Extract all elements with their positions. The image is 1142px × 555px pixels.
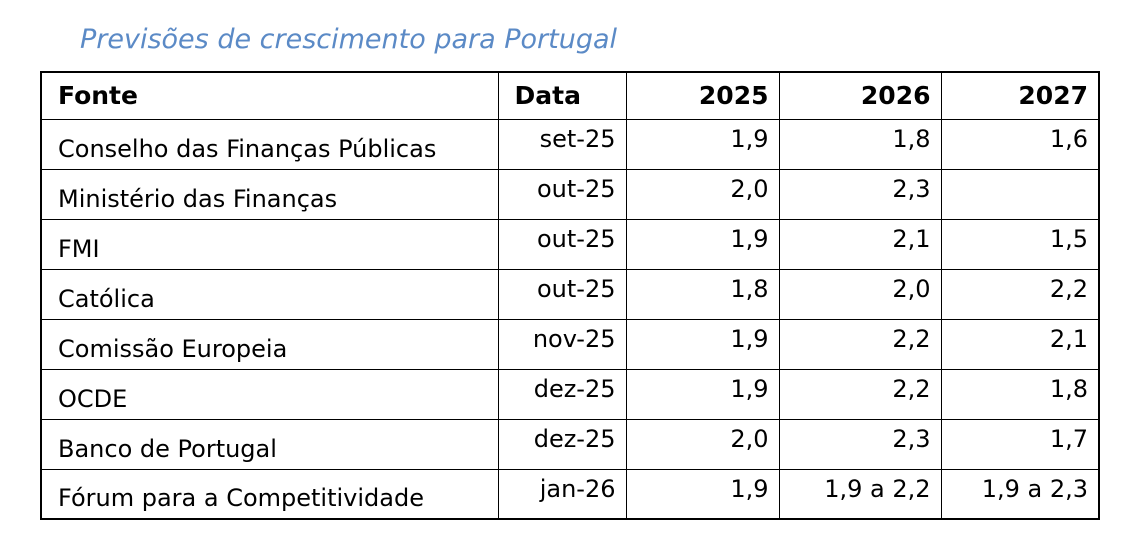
cell-2026: 2,3 (778, 418, 942, 470)
cell-2027: 1,9 a 2,3 (940, 468, 1100, 520)
table-row: Conselho das Finanças Públicas set-25 1,9 1… (40, 118, 1100, 170)
cell-data: set-25 (497, 118, 627, 170)
cell-fonte: Ministério das Finanças (40, 168, 499, 220)
cell-fonte: Católica (40, 268, 499, 320)
cell-2025: 1,8 (625, 268, 780, 320)
cell-2026: 2,0 (778, 268, 942, 320)
cell-2027: 1,7 (940, 418, 1100, 470)
table-row: OCDE dez-25 1,9 2,2 1,8 (40, 368, 1100, 420)
table-header-row: Fonte Data 2025 2026 2027 (40, 71, 1100, 120)
cell-2026: 1,9 a 2,2 (778, 468, 942, 520)
cell-data: out-25 (497, 168, 627, 220)
table-row: Ministério das Finanças out-25 2,0 2,3 (40, 168, 1100, 220)
cell-fonte: FMI (40, 218, 499, 270)
header-fonte: Fonte (40, 71, 499, 120)
cell-data: nov-25 (497, 318, 627, 370)
cell-2025: 1,9 (625, 318, 780, 370)
cell-data: out-25 (497, 268, 627, 320)
cell-data: jan-26 (497, 468, 627, 520)
cell-fonte: OCDE (40, 368, 499, 420)
cell-2027: 1,5 (940, 218, 1100, 270)
cell-data: dez-25 (497, 418, 627, 470)
cell-2025: 2,0 (625, 418, 780, 470)
cell-2027: 2,1 (940, 318, 1100, 370)
cell-2026: 2,3 (778, 168, 942, 220)
header-2025: 2025 (625, 71, 780, 120)
cell-2026: 2,1 (778, 218, 942, 270)
table-row: Católica out-25 1,8 2,0 2,2 (40, 268, 1100, 320)
forecast-table: Fonte Data 2025 2026 2027 Conselho das F… (40, 71, 1100, 520)
cell-2026: 2,2 (778, 368, 942, 420)
table-row: Banco de Portugal dez-25 2,0 2,3 1,7 (40, 418, 1100, 470)
cell-2025: 1,9 (625, 468, 780, 520)
cell-2025: 1,9 (625, 368, 780, 420)
cell-2025: 1,9 (625, 218, 780, 270)
header-2026: 2026 (778, 71, 942, 120)
cell-2026: 2,2 (778, 318, 942, 370)
cell-fonte: Banco de Portugal (40, 418, 499, 470)
cell-2027 (940, 168, 1100, 220)
cell-2025: 1,9 (625, 118, 780, 170)
cell-fonte: Conselho das Finanças Públicas (40, 118, 499, 170)
cell-2026: 1,8 (778, 118, 942, 170)
table-body: Conselho das Finanças Públicas set-25 1,9 1… (40, 118, 1100, 520)
cell-2027: 1,6 (940, 118, 1100, 170)
header-2027: 2027 (940, 71, 1100, 120)
table-row: Comissão Europeia nov-25 1,9 2,2 2,1 (40, 318, 1100, 370)
page-title: Previsões de crescimento para Portugal (80, 24, 618, 55)
cell-data: out-25 (497, 218, 627, 270)
cell-data: dez-25 (497, 368, 627, 420)
cell-2025: 2,0 (625, 168, 780, 220)
header-data: Data (497, 71, 627, 120)
cell-2027: 1,8 (940, 368, 1100, 420)
cell-2027: 2,2 (940, 268, 1100, 320)
table-row: FMI out-25 1,9 2,1 1,5 (40, 218, 1100, 270)
table-row: Fórum para a Competitividade jan-26 1,9 1,9… (40, 468, 1100, 520)
cell-fonte: Comissão Europeia (40, 318, 499, 370)
cell-fonte: Fórum para a Competitividade (40, 468, 499, 520)
